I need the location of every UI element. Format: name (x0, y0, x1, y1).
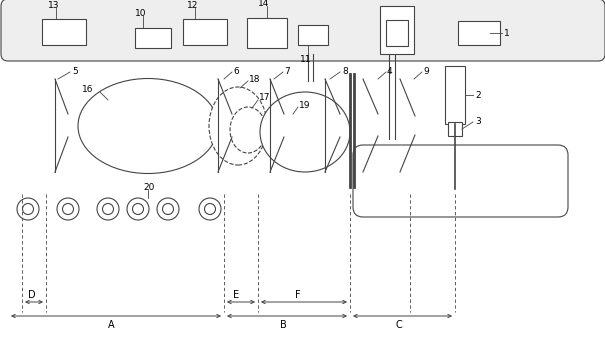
Bar (458, 21, 500, 45)
Text: 12: 12 (187, 1, 198, 11)
Bar (386, 20, 408, 46)
Bar (298, 25, 328, 45)
Text: 5: 5 (72, 67, 78, 75)
Text: D: D (28, 290, 36, 300)
Bar (135, 28, 171, 48)
Text: 17: 17 (259, 94, 270, 103)
FancyBboxPatch shape (353, 145, 568, 217)
Text: A: A (108, 320, 114, 330)
Text: E: E (233, 290, 239, 300)
Ellipse shape (260, 92, 350, 172)
Ellipse shape (209, 87, 267, 165)
Bar (183, 19, 227, 45)
Text: 9: 9 (423, 67, 429, 75)
Text: 4: 4 (387, 67, 393, 75)
Bar (445, 66, 465, 124)
Text: B: B (280, 320, 287, 330)
Text: 14: 14 (258, 0, 269, 8)
Bar (247, 18, 287, 48)
Text: 13: 13 (48, 1, 59, 11)
Text: 2: 2 (475, 91, 480, 99)
Text: F: F (295, 290, 301, 300)
Text: 1: 1 (504, 28, 510, 37)
Text: 19: 19 (299, 102, 310, 111)
Text: 10: 10 (135, 9, 146, 19)
Text: 7: 7 (284, 67, 290, 75)
Text: 8: 8 (342, 67, 348, 75)
Bar (42, 19, 86, 45)
Text: 18: 18 (249, 75, 261, 83)
Bar (380, 6, 414, 54)
Text: 16: 16 (82, 86, 94, 95)
FancyBboxPatch shape (1, 0, 605, 61)
Bar (448, 122, 462, 136)
Text: 6: 6 (233, 67, 239, 75)
Ellipse shape (78, 79, 218, 174)
Ellipse shape (230, 107, 266, 153)
Text: 11: 11 (300, 55, 312, 63)
Text: 20: 20 (143, 183, 154, 193)
Text: C: C (395, 320, 402, 330)
Text: 3: 3 (475, 118, 481, 127)
Ellipse shape (273, 106, 313, 158)
